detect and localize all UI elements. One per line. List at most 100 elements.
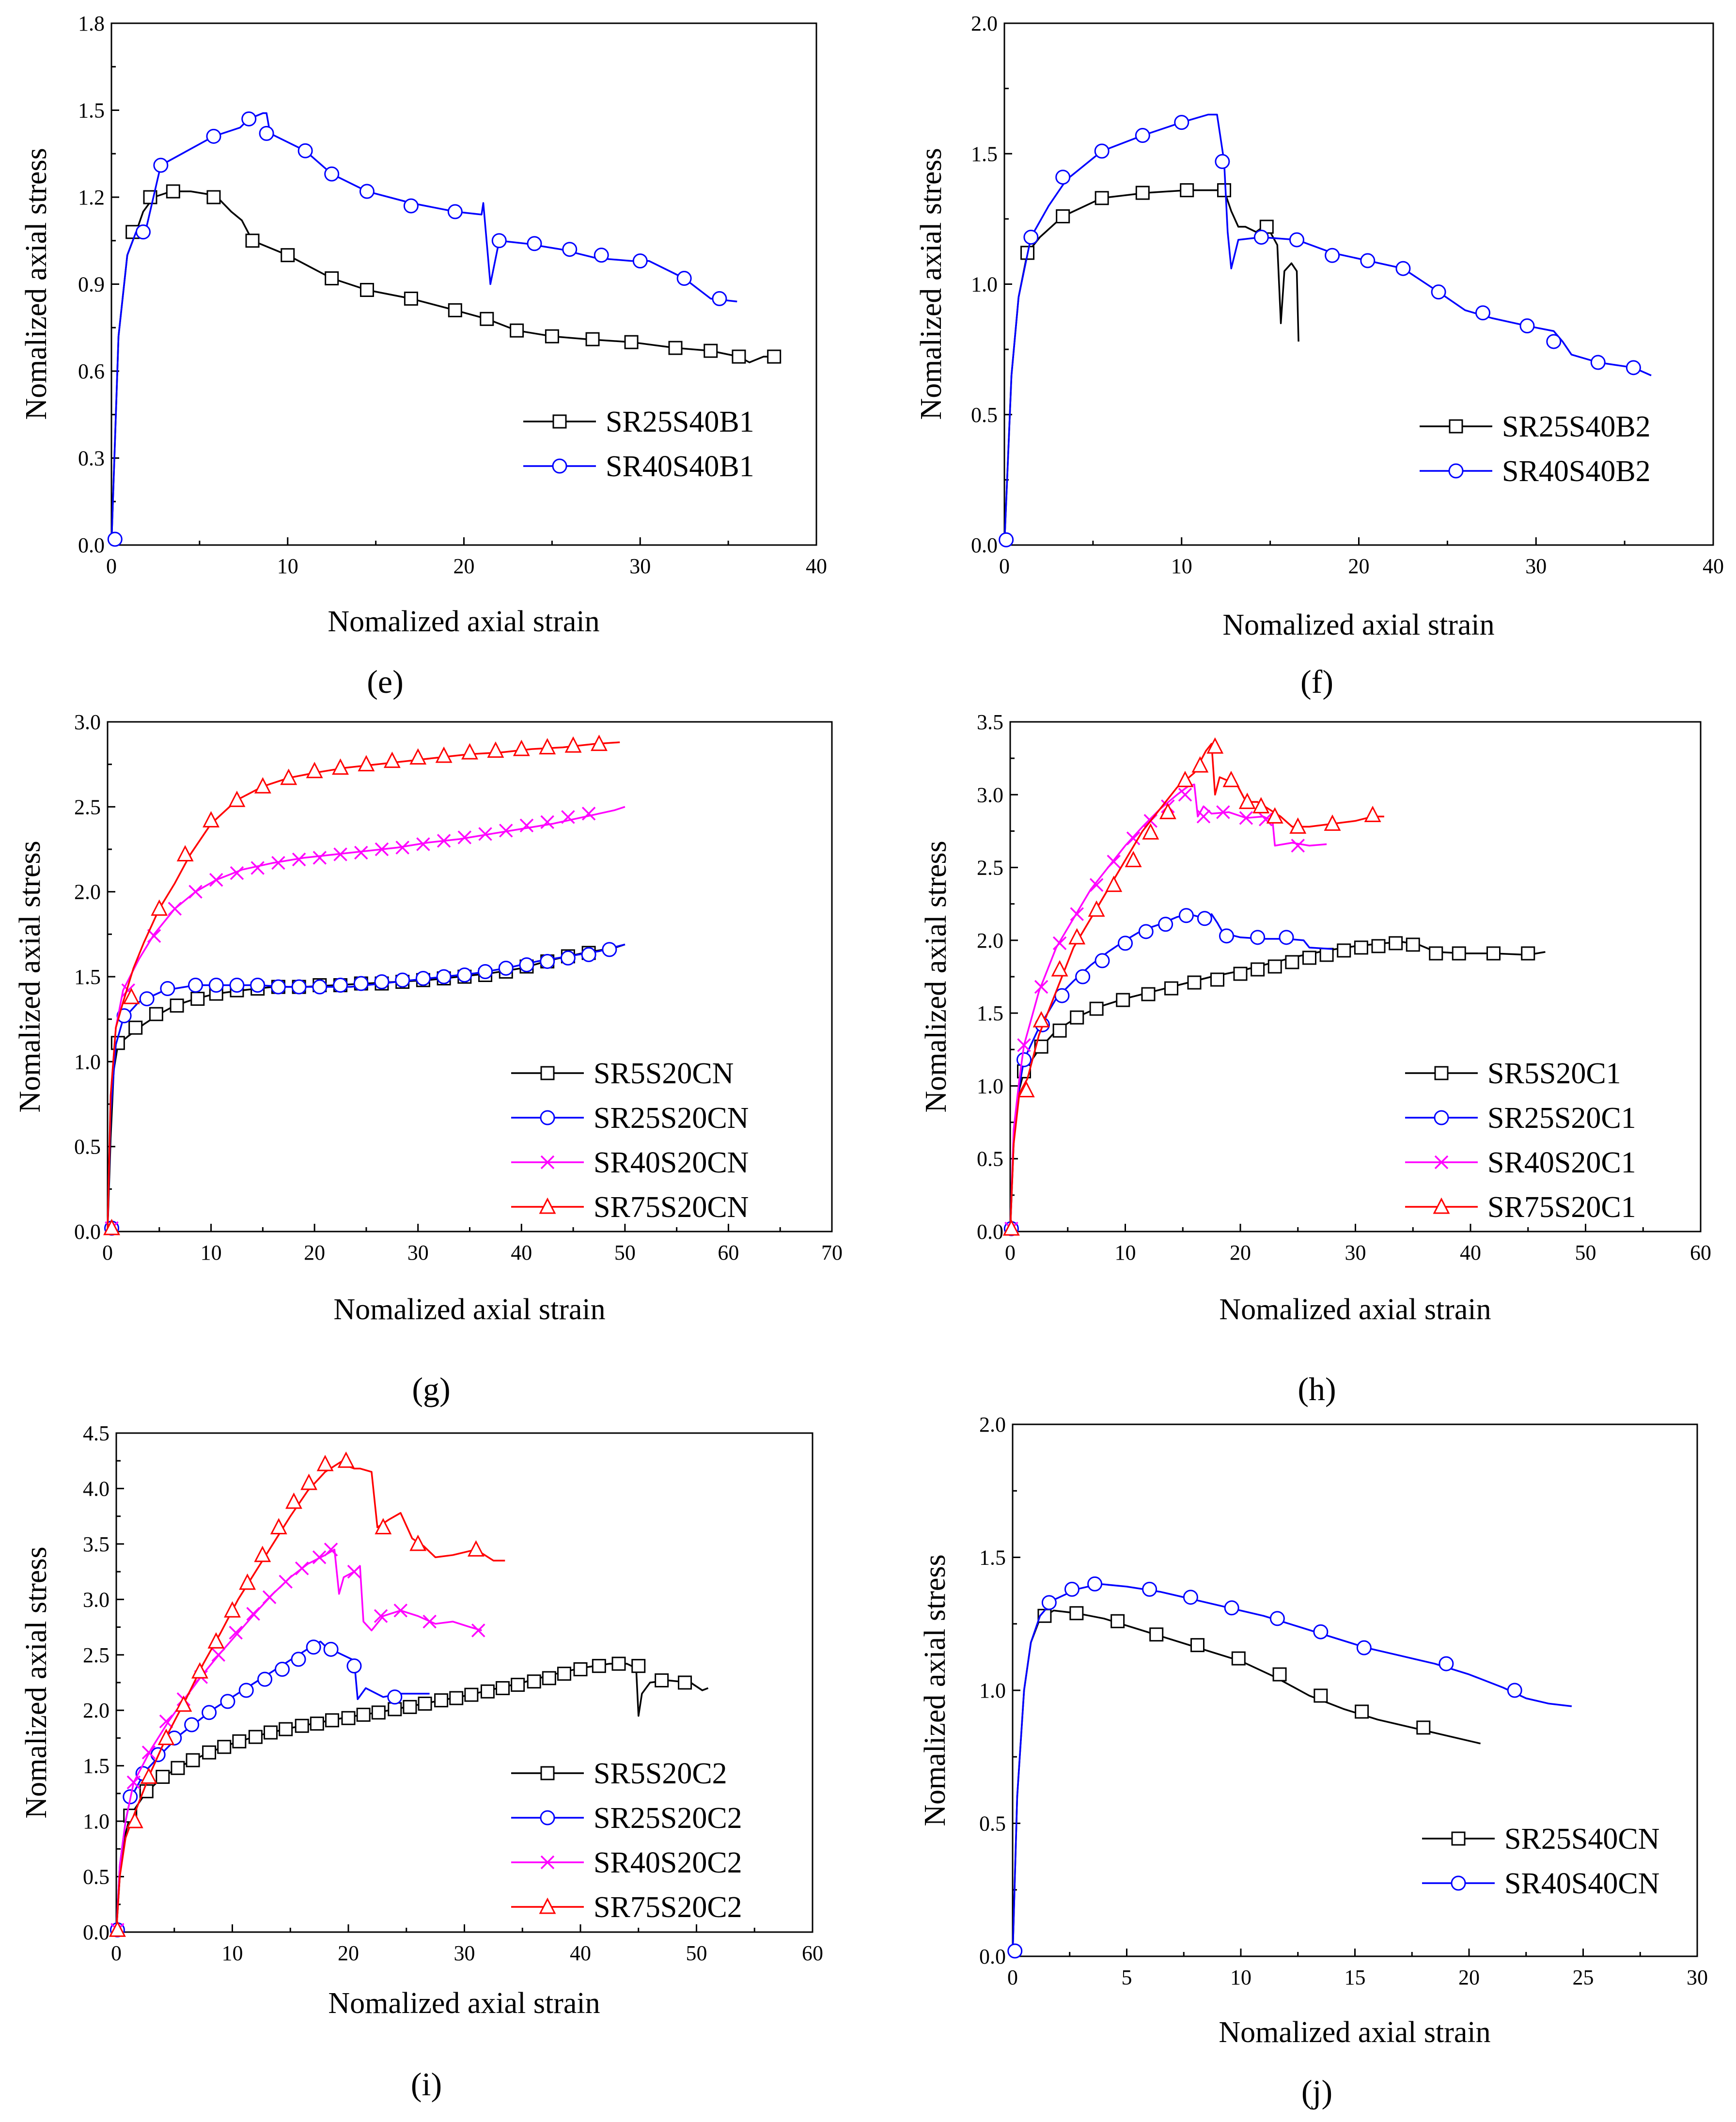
circle-marker: [1094, 143, 1110, 159]
panel-label: (g): [412, 1371, 450, 1407]
triangle-marker: [539, 1197, 556, 1214]
square-marker: [1095, 191, 1109, 205]
triangle-marker: [1068, 928, 1086, 945]
square-marker: [1251, 962, 1265, 977]
square-marker: [1314, 1688, 1328, 1703]
circle-marker: [274, 1662, 290, 1677]
y-axis-label: Nomalized axial stress: [915, 148, 948, 420]
circle-marker: [1253, 230, 1269, 245]
y-tick-label: 0.6: [78, 359, 105, 383]
triangle-marker: [1206, 737, 1224, 754]
chart-panel-j: Nomalized axial strain Nomalized axial s…: [919, 1413, 1708, 2110]
series-line: [1009, 783, 1327, 1232]
circle-marker: [527, 236, 542, 251]
circle-marker: [581, 947, 596, 962]
triangle-marker: [383, 751, 401, 768]
square-marker: [232, 1734, 247, 1748]
square-marker: [545, 329, 559, 343]
y-tick-label: 2.0: [74, 880, 101, 904]
circle-marker: [498, 960, 514, 976]
x-marker: [1107, 855, 1121, 869]
x-marker: [188, 885, 203, 899]
x-marker: [581, 807, 596, 821]
y-tick-label: 1.5: [74, 965, 101, 989]
x-marker: [279, 1575, 293, 1589]
y-tick-label: 0.3: [78, 447, 105, 470]
square-marker: [264, 1725, 278, 1740]
square-marker: [1449, 419, 1463, 434]
triangle-marker: [1289, 817, 1307, 834]
circle-marker: [374, 974, 390, 990]
x-tick-label: 10: [1230, 1966, 1251, 1989]
x-marker: [1034, 980, 1048, 994]
x-marker: [312, 1550, 327, 1564]
triangle-marker: [461, 743, 478, 760]
triangle-marker: [409, 1534, 427, 1551]
circle-marker: [1626, 360, 1641, 375]
triangle-marker: [1176, 770, 1194, 787]
circle-marker: [1451, 1875, 1466, 1891]
triangle-marker: [487, 741, 504, 758]
y-tick-label: 1.8: [78, 12, 105, 35]
triangle-marker: [1051, 960, 1068, 977]
y-tick-label: 2.5: [74, 795, 101, 819]
circle-marker: [1360, 253, 1376, 268]
square-marker: [624, 335, 639, 349]
triangle-marker: [280, 768, 297, 785]
x-tick-label: 10: [222, 1941, 243, 1965]
circle-marker: [1546, 334, 1562, 349]
square-marker: [128, 1020, 143, 1035]
triangle-marker: [1364, 806, 1381, 822]
x-marker: [519, 818, 534, 833]
y-tick-label: 0.0: [83, 1920, 109, 1944]
y-tick-label: 1.5: [977, 1001, 1003, 1025]
y-tick-label: 0.0: [74, 1220, 101, 1244]
circle-marker: [1395, 261, 1411, 276]
circle-marker: [1475, 305, 1491, 321]
circle-marker: [1215, 154, 1230, 169]
x-marker: [168, 902, 182, 916]
circle-marker: [519, 957, 534, 972]
chart-panel-e: Nomalized axial strain Nomalized axial s…: [20, 12, 827, 700]
legend-label: SR75S20C1: [1487, 1191, 1636, 1224]
x-marker: [1434, 1155, 1449, 1170]
square-marker: [170, 999, 184, 1013]
circle-marker: [1055, 170, 1071, 185]
square-marker: [356, 1707, 371, 1722]
circle-marker: [436, 969, 452, 984]
series-line: [107, 741, 620, 1232]
square-marker: [542, 1671, 556, 1685]
triangle-marker: [1252, 797, 1270, 813]
legend-label: SR40S40CN: [1504, 1867, 1659, 1900]
x-axis-label: Nomalized axial strain: [1219, 2016, 1490, 2049]
square-marker: [1337, 943, 1351, 958]
y-tick-label: 1.5: [979, 1546, 1006, 1570]
square-marker: [1429, 946, 1443, 961]
circle-marker: [1174, 115, 1189, 130]
triangle-marker: [539, 738, 556, 755]
triangle-marker: [300, 1473, 318, 1490]
x-marker: [324, 1543, 338, 1557]
x-tick-label: 50: [1575, 1241, 1596, 1264]
square-marker: [371, 1705, 386, 1720]
square-marker: [1267, 959, 1282, 974]
x-marker: [393, 1603, 408, 1618]
x-marker: [1291, 839, 1305, 853]
circle-marker: [250, 978, 266, 993]
circle-marker: [241, 111, 257, 126]
square-marker: [403, 1700, 417, 1714]
y-tick-label: 1.0: [977, 1074, 1003, 1098]
square-marker: [171, 1761, 185, 1775]
triangle-marker: [207, 1632, 225, 1649]
legend-label: SR40S20C2: [594, 1846, 742, 1879]
legend-label: SR40S40B1: [606, 450, 754, 483]
circle-marker: [324, 166, 340, 182]
x-tick-label: 20: [338, 1941, 359, 1965]
triangle-marker: [175, 1695, 192, 1712]
triangle-marker: [590, 734, 608, 751]
square-marker: [190, 992, 205, 1006]
chart-panel-f: Nomalized axial strain Nomalized axial s…: [915, 12, 1724, 700]
square-marker: [767, 349, 782, 364]
x-tick-label: 30: [407, 1241, 429, 1264]
y-tick-label: 3.0: [977, 783, 1003, 807]
